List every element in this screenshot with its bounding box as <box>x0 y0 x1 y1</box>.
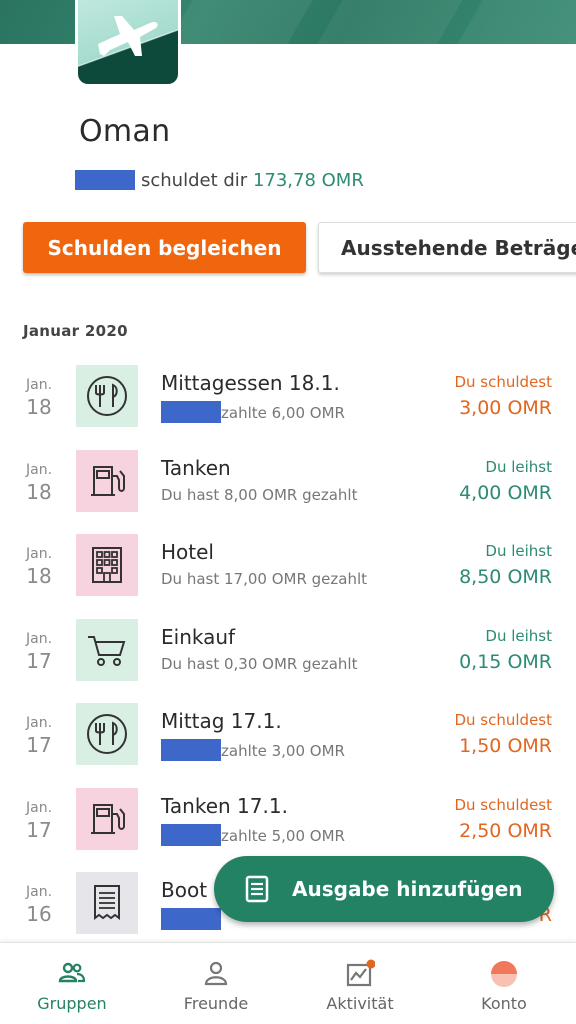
person-icon <box>204 961 228 986</box>
expense-payer: zahlte 6,00 OMR <box>161 401 345 423</box>
expense-payer-text: Du hast 0,30 OMR gezahlt <box>161 654 358 673</box>
expense-title: Hotel <box>161 540 214 564</box>
expense-row[interactable]: Jan. 17 Einkauf Du hast 0,30 OMR gezahlt Du … <box>0 609 576 694</box>
expense-date-month: Jan. <box>25 461 53 478</box>
expense-date-month: Jan. <box>25 630 53 647</box>
chart-icon <box>346 959 375 987</box>
airplane-icon <box>98 16 158 56</box>
expense-date: Jan. 18 <box>22 546 56 588</box>
add-expense-button[interactable]: Ausgabe hinzufügen <box>214 856 554 922</box>
bottom-tab-bar: Gruppen Freunde Aktivität Konto <box>0 942 576 1024</box>
expense-date-day: 16 <box>26 902 52 926</box>
expense-row[interactable]: Jan. 18 Hotel Du hast 17,00 OMR gezahlt Du l… <box>0 524 576 609</box>
fuel-icon <box>76 449 138 512</box>
redacted-name <box>161 739 221 761</box>
expense-date-day: 17 <box>26 733 52 757</box>
expense-date: Jan. 18 <box>22 377 56 419</box>
balance-amount: 173,78 OMR <box>252 170 364 191</box>
expense-status: Du leihst <box>485 542 552 560</box>
expense-date: Jan. 17 <box>22 715 56 757</box>
redacted-name <box>161 908 221 930</box>
add-expense-label: Ausgabe hinzufügen <box>292 877 523 901</box>
expense-payer: Du hast 17,00 OMR gezahlt <box>161 570 367 588</box>
expense-date-month: Jan. <box>25 546 53 562</box>
expense-amount: 2,50 OMR <box>459 819 552 842</box>
tab-friends-label: Freunde <box>183 994 249 1013</box>
tab-account-label: Konto <box>481 994 527 1013</box>
tab-activity-label: Aktivität <box>326 994 394 1013</box>
expense-date-month: Jan. <box>25 884 53 900</box>
redacted-name <box>75 170 135 190</box>
group-title: Oman <box>79 114 171 149</box>
expense-payer-text: zahlte 5,00 OMR <box>221 826 345 845</box>
expense-status: Du schuldest <box>454 373 552 391</box>
redacted-name <box>161 401 221 423</box>
expense-row[interactable]: Jan. 18 Mittagessen 18.1. zahlte 6,00 OMR Du… <box>0 355 576 440</box>
expense-payer-text: Du hast 17,00 OMR gezahlt <box>161 570 368 588</box>
expense-row[interactable]: Jan. 17 Tanken 17.1. zahlte 5,00 OMR Du schu… <box>0 778 576 863</box>
expense-date: Jan. 17 <box>22 631 56 673</box>
expense-payer-text: Du hast 8,00 OMR gezahlt <box>161 485 358 504</box>
redacted-name <box>161 823 221 846</box>
expense-title: Tanken <box>161 455 231 480</box>
cutlery-icon <box>76 703 138 765</box>
expense-date: Jan. 18 <box>22 462 56 504</box>
group-avatar[interactable] <box>78 0 178 84</box>
tab-groups-label: Gruppen <box>37 994 107 1013</box>
hotel-icon <box>76 534 138 596</box>
expense-title: Boot <box>161 878 208 902</box>
tab-groups[interactable]: Gruppen <box>0 943 144 1024</box>
expense-title: Mittag 17.1. <box>161 709 282 733</box>
expense-amount: 3,00 OMR <box>459 397 552 419</box>
expense-row[interactable]: Jan. 16 Boot R <box>0 862 576 947</box>
receipt-icon <box>245 875 269 903</box>
account-avatar <box>491 961 517 987</box>
expense-status: Du schuldest <box>454 795 552 814</box>
tab-activity[interactable]: Aktivität <box>288 943 432 1024</box>
expense-title: Mittagessen 18.1. <box>161 371 340 395</box>
expense-payer: zahlte 3,00 OMR <box>161 739 345 761</box>
expense-amount: 0,15 OMR <box>459 650 552 673</box>
expense-date-day: 18 <box>26 479 52 504</box>
expense-payer: Du hast 0,30 OMR gezahlt <box>161 655 357 673</box>
expense-payer: zahlte 5,00 OMR <box>161 823 345 846</box>
expense-date-day: 17 <box>26 817 52 842</box>
expense-row[interactable]: Jan. 18 Tanken Du hast 8,00 OMR gezahlt Du l… <box>0 440 576 525</box>
expense-payer: Du hast 8,00 OMR gezahlt <box>161 486 357 504</box>
expense-status: Du leihst <box>485 626 552 645</box>
expense-payer-text: zahlte 6,00 OMR <box>221 404 345 422</box>
expense-status: Du leihst <box>485 457 552 476</box>
cutlery-icon <box>76 365 138 427</box>
expense-list: Jan. 18 Mittagessen 18.1. zahlte 6,00 OMR Du… <box>0 355 576 947</box>
month-header: Januar 2020 <box>23 322 128 340</box>
expense-row[interactable]: Jan. 17 Mittag 17.1. zahlte 3,00 OMR Du schu… <box>0 693 576 778</box>
expense-date-day: 18 <box>26 395 52 419</box>
tab-account[interactable]: Konto <box>432 943 576 1024</box>
balances-button[interactable]: Ausstehende Beträge <box>318 222 576 273</box>
tab-friends[interactable]: Freunde <box>144 943 288 1024</box>
expense-amount: 8,50 OMR <box>459 566 552 588</box>
expense-amount: 1,50 OMR <box>459 735 552 757</box>
settle-up-button[interactable]: Schulden begleichen <box>23 222 306 273</box>
expense-date-day: 18 <box>26 564 52 588</box>
cart-icon <box>76 618 138 681</box>
expense-title: Einkauf <box>161 624 236 649</box>
expense-date-day: 17 <box>26 648 52 673</box>
expense-title: Tanken 17.1. <box>161 793 288 818</box>
expense-date-month: Jan. <box>25 377 53 393</box>
fuel-icon <box>76 787 138 850</box>
expense-date: Jan. 16 <box>22 884 56 926</box>
balance-text: schuldet dir <box>141 170 248 191</box>
expense-date-month: Jan. <box>25 715 53 731</box>
expense-date: Jan. 17 <box>22 800 56 842</box>
expense-amount: 4,00 OMR <box>459 481 552 504</box>
group-icon <box>58 962 86 983</box>
expense-payer <box>161 908 221 930</box>
expense-status: Du schuldest <box>454 711 552 729</box>
expense-date-month: Jan. <box>25 799 53 816</box>
group-balance-summary: schuldet dir 173,78 OMR <box>75 170 364 191</box>
receipt-icon <box>76 872 138 934</box>
expense-payer-text: zahlte 3,00 OMR <box>221 742 345 760</box>
